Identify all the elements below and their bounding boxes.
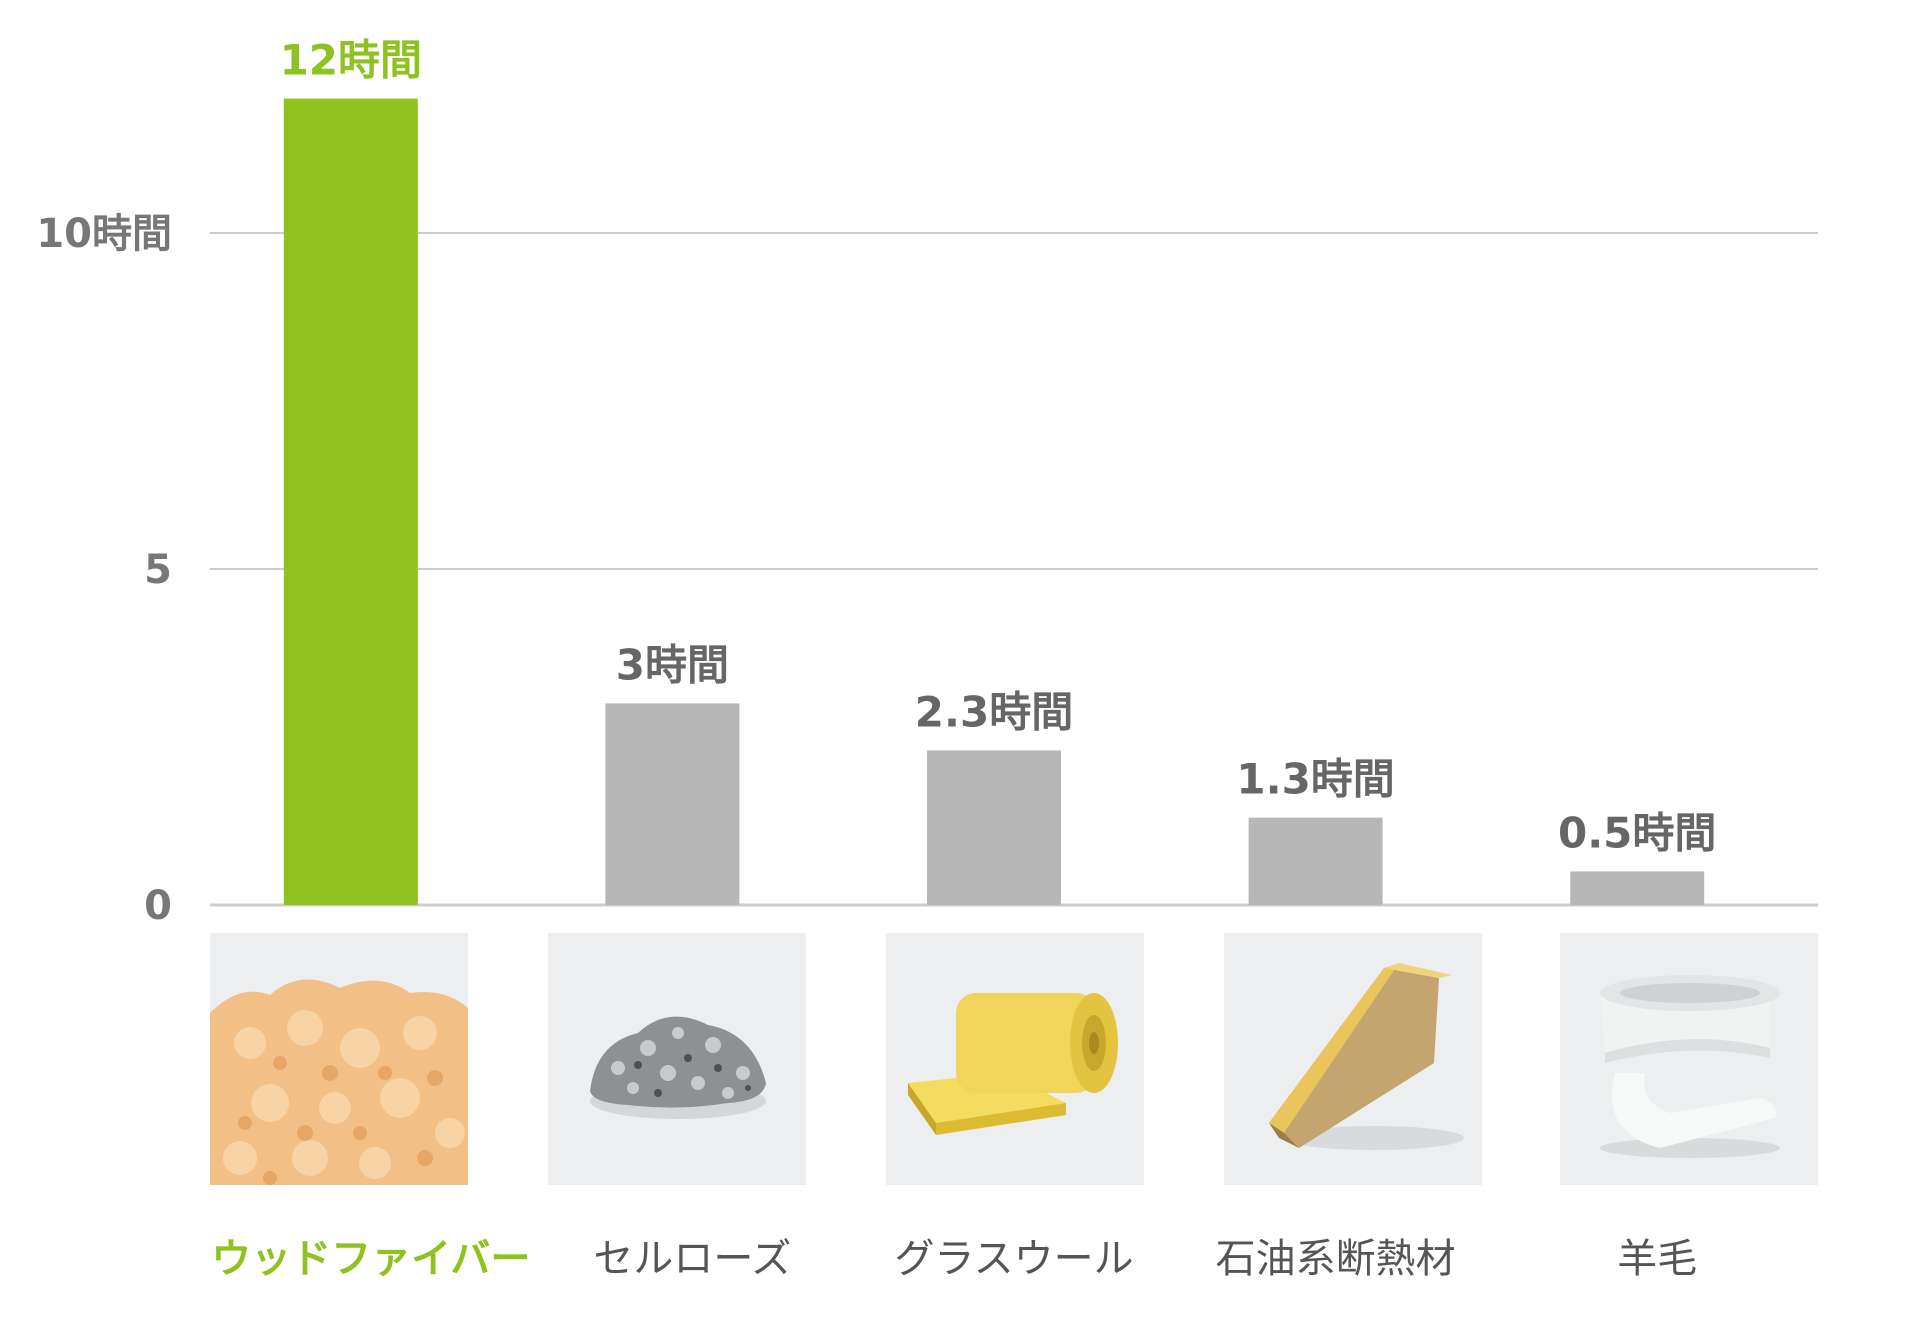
bar xyxy=(605,703,740,905)
sheep-wool-image xyxy=(1560,933,1818,1185)
category-label: 石油系断熱材 xyxy=(1216,1236,1456,1282)
category-label: セルローズ xyxy=(593,1236,791,1282)
value-labels: 12時間 3時間 2.3時間 1.3時間 0.5時間 xyxy=(280,36,1717,858)
value-label: 12時間 xyxy=(280,36,422,85)
y-tick-label: 0 xyxy=(144,883,172,929)
value-label: 1.3時間 xyxy=(1236,755,1394,804)
glass-wool-image xyxy=(886,933,1144,1185)
y-tick-label: 10時間 xyxy=(36,211,172,257)
cellulose-image xyxy=(548,933,806,1185)
value-label: 3時間 xyxy=(616,640,729,689)
category-label: グラスウール xyxy=(894,1236,1133,1282)
value-label: 0.5時間 xyxy=(1558,808,1716,857)
bar xyxy=(1570,871,1705,905)
petroleum-insulation-image xyxy=(1224,933,1482,1185)
bar xyxy=(283,98,418,906)
y-tick-label: 5 xyxy=(144,547,172,593)
category-label: 羊毛 xyxy=(1617,1236,1697,1282)
y-axis-ticks: 0 5 10時間 xyxy=(36,211,172,929)
bar xyxy=(927,750,1061,905)
bar xyxy=(1248,817,1383,905)
category-label: ウッドファイバー xyxy=(211,1236,530,1282)
category-labels: ウッドファイバー セルローズ グラスウール 石油系断熱材 羊毛 xyxy=(211,1236,1697,1282)
wood-fiber-image xyxy=(210,933,468,1185)
bars xyxy=(283,98,1705,906)
value-label: 2.3時間 xyxy=(915,687,1073,736)
